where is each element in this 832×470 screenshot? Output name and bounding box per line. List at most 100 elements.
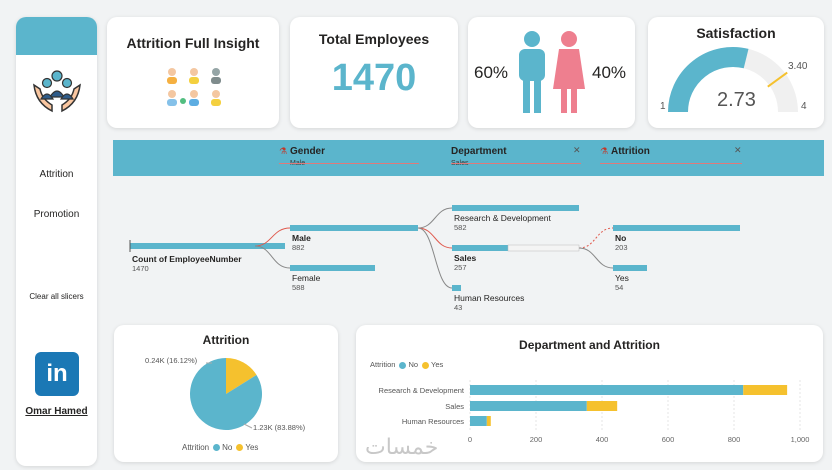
tree-rd-value: 582 (454, 223, 467, 232)
bar-yes-2[interactable] (486, 416, 491, 426)
bar-no-2[interactable] (470, 416, 487, 426)
pie-slice-yes[interactable] (226, 358, 257, 394)
insight-title: Attrition Full Insight (126, 35, 260, 51)
tree-bar-yes[interactable] (613, 265, 647, 271)
satisfaction-gauge (668, 47, 798, 113)
filter-gender-label: Gender (290, 146, 326, 157)
attrition-pie-title: Attrition (202, 333, 250, 347)
tree-no-label: No (615, 233, 627, 243)
dept-legend-no[interactable]: No (408, 360, 419, 369)
tree-female-value: 588 (292, 283, 305, 292)
remove-attrition-filter-icon[interactable]: ✕ (734, 145, 742, 155)
gender-card: 60% 40% (468, 17, 635, 128)
tree-bar-male[interactable] (290, 225, 418, 231)
clear-slicers-button[interactable]: Clear all slicers (29, 292, 84, 301)
dept-attrition-title: Department and Attrition (519, 338, 660, 352)
people-group-icon (167, 68, 221, 106)
bar-yes-0[interactable] (743, 385, 788, 395)
tree-link-rd (417, 207, 453, 229)
satisfaction-title: Satisfaction (696, 25, 776, 41)
pie-slice-no[interactable] (190, 358, 262, 430)
tree-link-yes (578, 247, 614, 269)
sidebar: Attrition Promotion Clear all slicers in… (16, 17, 97, 466)
bar-yes-1[interactable] (586, 401, 618, 411)
decomposition-tree (129, 205, 740, 291)
nav-promotion[interactable]: Promotion (33, 209, 80, 220)
tree-sales-label: Sales (454, 253, 477, 263)
linkedin-icon[interactable]: in (35, 352, 79, 396)
filter-gender-underline (279, 163, 419, 164)
satisfaction-max-label: 4 (801, 101, 807, 112)
tree-bar-sales-remainder (507, 244, 580, 252)
remove-department-filter-icon[interactable]: ✕ (573, 145, 581, 155)
nav-attrition[interactable]: Attrition (39, 169, 74, 180)
filter-department-underline (451, 163, 581, 164)
author-link[interactable]: Omar Hamed (25, 406, 88, 417)
legend-yes-dot (422, 361, 430, 369)
legend-no-dot (399, 361, 407, 369)
filter-attrition[interactable]: ⚗ Attrition ✕ (600, 145, 742, 172)
satisfaction-target-label: 3.40 (788, 61, 808, 72)
lightbulb-icon: ⚗ (600, 146, 609, 156)
bar-no-1[interactable] (470, 401, 587, 411)
tree-root-label: Count of EmployeeNumber (132, 254, 242, 264)
attrition-pie-card: Attrition 0.24K (16.12%) 1.23K (83.88%) … (114, 325, 338, 462)
y-category-label: Research & Development (379, 386, 465, 395)
tree-root-value: 1470 (132, 264, 149, 273)
pie-legend: Attrition No Yes (182, 443, 258, 452)
male-percent: 60% (474, 63, 509, 82)
tree-female-label: Female (292, 273, 321, 283)
x-tick-label: 1,000 (791, 435, 810, 444)
satisfaction-min-label: 1 (660, 101, 666, 112)
legend-yes-dot (236, 444, 244, 452)
pie-no-data-label: 1.23K (83.88%) (253, 423, 306, 432)
tree-bar-root[interactable] (130, 243, 285, 249)
pie-legend-yes[interactable]: Yes (245, 443, 259, 452)
filter-gender[interactable]: ⚗ Gender Male (279, 146, 419, 172)
total-employees-value: 1470 (331, 57, 417, 99)
tree-bar-female[interactable] (290, 265, 375, 271)
x-tick-label: 0 (468, 435, 472, 444)
bar-no-0[interactable] (470, 385, 744, 395)
tree-link-male (254, 227, 291, 247)
tree-link-female (254, 245, 291, 269)
watermark: خمسات (365, 435, 439, 460)
dept-attrition-card: Department and Attrition Attrition No Yes … (356, 325, 823, 462)
tree-link-hr (417, 227, 453, 289)
insight-card: Attrition Full Insight (107, 17, 279, 128)
filter-attrition-label: Attrition (611, 146, 650, 157)
x-tick-label: 200 (530, 435, 543, 444)
attrition-pie-chart (190, 358, 262, 430)
dept-legend-yes[interactable]: Yes (431, 360, 444, 369)
y-category-label: Sales (445, 402, 464, 411)
gauge-target-marker (767, 71, 788, 88)
tree-hr-label: Human Resources (454, 293, 525, 303)
tree-bar-rd[interactable] (452, 205, 579, 211)
male-figure-icon (519, 31, 545, 113)
tree-bar-no[interactable] (613, 225, 740, 231)
total-employees-title: Total Employees (318, 31, 430, 47)
dept-legend-title: Attrition (370, 360, 396, 369)
lightbulb-icon: ⚗ (279, 146, 288, 156)
tree-bar-sales[interactable] (452, 245, 508, 251)
sidebar-header (16, 17, 97, 55)
tree-no-value: 203 (615, 243, 628, 252)
pie-yes-data-label: 0.24K (16.12%) (145, 356, 198, 365)
dept-attrition-bar-chart: 0 200 400 600 800 1,000 Research & Development… (379, 380, 810, 444)
satisfaction-card: Satisfaction 2.73 3.40 1 4 (648, 17, 824, 128)
pie-legend-no[interactable]: No (222, 443, 233, 452)
pie-no-leader-line (243, 423, 253, 429)
filter-department-label: Department (451, 146, 507, 157)
tree-link-no (578, 227, 614, 249)
decomposition-filter-bar: ⚗ Gender Male Department Sales ✕ ⚗ Attri… (113, 140, 824, 176)
tree-yes-label: Yes (615, 273, 629, 283)
filter-attrition-underline (600, 163, 742, 164)
filter-department[interactable]: Department Sales ✕ (451, 145, 581, 172)
hands-people-logo-icon (33, 70, 81, 113)
y-category-label: Human Resources (402, 417, 464, 426)
satisfaction-value: 2.73 (717, 89, 756, 111)
legend-no-dot (213, 444, 221, 452)
tree-male-value: 882 (292, 243, 305, 252)
tree-yes-value: 54 (615, 283, 624, 292)
tree-bar-hr[interactable] (452, 285, 461, 291)
